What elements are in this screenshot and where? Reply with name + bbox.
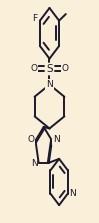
Text: O: O (28, 135, 35, 144)
Text: N: N (69, 189, 76, 198)
Text: N: N (46, 80, 53, 89)
Text: O: O (61, 64, 68, 73)
Text: N: N (31, 159, 38, 168)
Text: O: O (31, 64, 38, 73)
Text: S: S (46, 64, 53, 74)
Text: N: N (53, 135, 60, 144)
Text: F: F (32, 14, 37, 23)
